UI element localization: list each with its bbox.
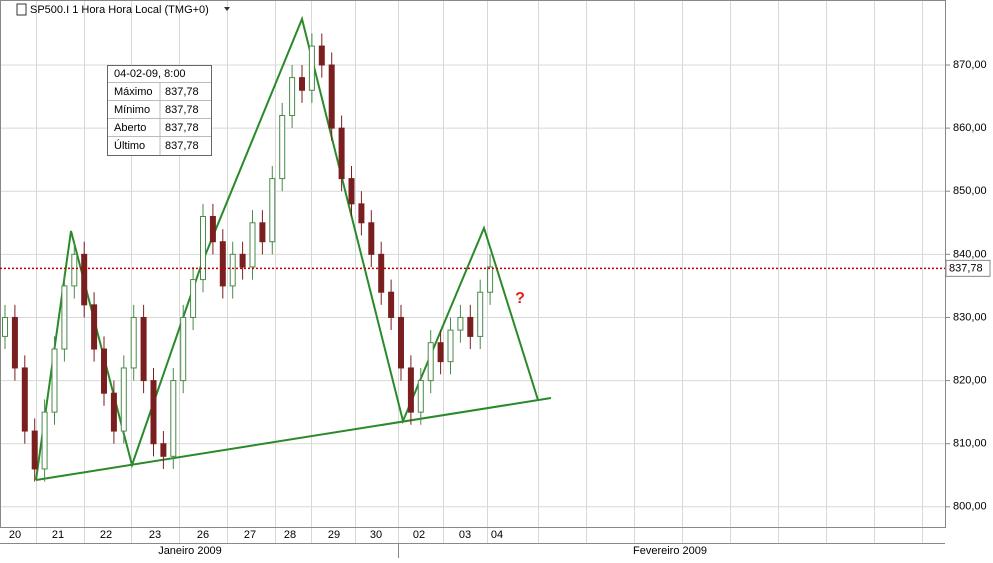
y-tick-label: 840,00	[953, 248, 987, 260]
tooltip: 04-02-09, 8:00 Máximo 837,78 Mínimo 837,78 Ab…	[107, 65, 212, 156]
tooltip-key: Último	[114, 139, 145, 152]
candle-body	[71, 253, 78, 287]
tooltip-value: 837,78	[165, 86, 199, 98]
candle-body	[51, 348, 58, 413]
last-price-box	[945, 259, 991, 277]
candle-body	[31, 430, 38, 470]
y-tick-label: 800,00	[953, 501, 987, 513]
candle-body	[398, 316, 404, 369]
y-tick-label: 850,00	[953, 185, 987, 197]
tooltip-key: Mínimo	[114, 104, 150, 116]
candle-body	[239, 253, 246, 268]
candle-body	[110, 392, 117, 432]
dropdown-arrow[interactable]	[224, 7, 230, 11]
candle-body	[318, 45, 325, 66]
x-tick-label: 22	[100, 529, 112, 541]
candle-body	[328, 64, 335, 129]
candle-body	[289, 77, 296, 116]
chart-icon[interactable]	[16, 3, 27, 16]
x-tick-label: 04	[491, 529, 503, 541]
candle-body	[437, 342, 444, 363]
candle-body	[190, 279, 197, 318]
tooltip-value: 837,78	[165, 122, 199, 134]
tooltip-value: 837,78	[165, 104, 199, 116]
candle-body	[160, 443, 167, 457]
candle-body	[11, 316, 18, 369]
last-price-label: 837,78	[949, 262, 983, 274]
candle-body	[407, 367, 414, 413]
x-tick-label: 03	[459, 529, 471, 541]
candle-body	[388, 291, 395, 318]
candle-body	[2, 316, 8, 337]
annotation: ?	[515, 290, 525, 307]
candle-body	[101, 348, 107, 394]
x-tick-label: 23	[149, 529, 161, 541]
candle-body	[120, 367, 127, 432]
tooltip-key: Máximo	[114, 86, 153, 98]
tooltip-header: 04-02-09, 8:00	[114, 68, 186, 80]
candle-body	[41, 411, 48, 470]
candle-body	[467, 316, 474, 337]
tooltip-value: 837,78	[165, 140, 199, 152]
candle-body	[417, 380, 424, 413]
x-tick-label: 02	[413, 529, 425, 541]
candle-body	[348, 178, 355, 205]
candle-body	[130, 316, 137, 369]
y-tick-label: 820,00	[953, 374, 987, 386]
candle-body	[308, 45, 315, 91]
y-tick-label: 830,00	[953, 311, 987, 323]
candle-body	[279, 114, 286, 180]
candle-body	[487, 266, 494, 293]
candle-body	[91, 304, 98, 350]
tooltip-key: Aberto	[114, 122, 146, 134]
x-tick-label: 30	[370, 529, 382, 541]
candle-body	[170, 380, 177, 457]
candle-body	[200, 215, 206, 281]
candle-body	[338, 127, 345, 180]
candle-body	[269, 178, 276, 243]
x-tick-label: 28	[284, 529, 296, 541]
candle-body	[61, 285, 68, 350]
y-tick-label: 810,00	[953, 438, 987, 450]
candle-body	[427, 342, 434, 382]
candle-body	[209, 215, 216, 243]
y-tick-label: 860,00	[953, 122, 987, 134]
month-label: Fevereiro 2009	[633, 545, 707, 557]
candle-body	[180, 316, 187, 382]
candle-body	[150, 380, 157, 445]
candle-body	[447, 329, 454, 363]
candle-body	[229, 253, 236, 287]
month-label: Janeiro 2009	[158, 545, 222, 557]
neckline	[35, 397, 552, 481]
candle-body	[249, 222, 256, 268]
candle-body	[477, 291, 484, 337]
candle-body	[219, 241, 226, 287]
x-tick-label: 27	[244, 529, 256, 541]
candle-body	[21, 367, 28, 432]
candle-body	[368, 222, 375, 255]
y-tick-label: 870,00	[953, 59, 987, 71]
x-tick-label: 29	[328, 529, 340, 541]
candle-body	[358, 203, 365, 224]
candle-body	[378, 253, 385, 293]
pattern-line	[35, 15, 539, 481]
candle-body	[299, 77, 305, 91]
x-tick-label: 26	[197, 529, 209, 541]
candle-body	[140, 316, 147, 382]
x-tick-label: 21	[52, 529, 64, 541]
candle-body	[259, 222, 266, 243]
x-tick-label: 20	[9, 529, 21, 541]
chart-title: SP500.I 1 Hora Hora Local (TMG+0)	[30, 4, 209, 16]
candle-body	[81, 253, 88, 306]
candle-body	[457, 316, 464, 331]
